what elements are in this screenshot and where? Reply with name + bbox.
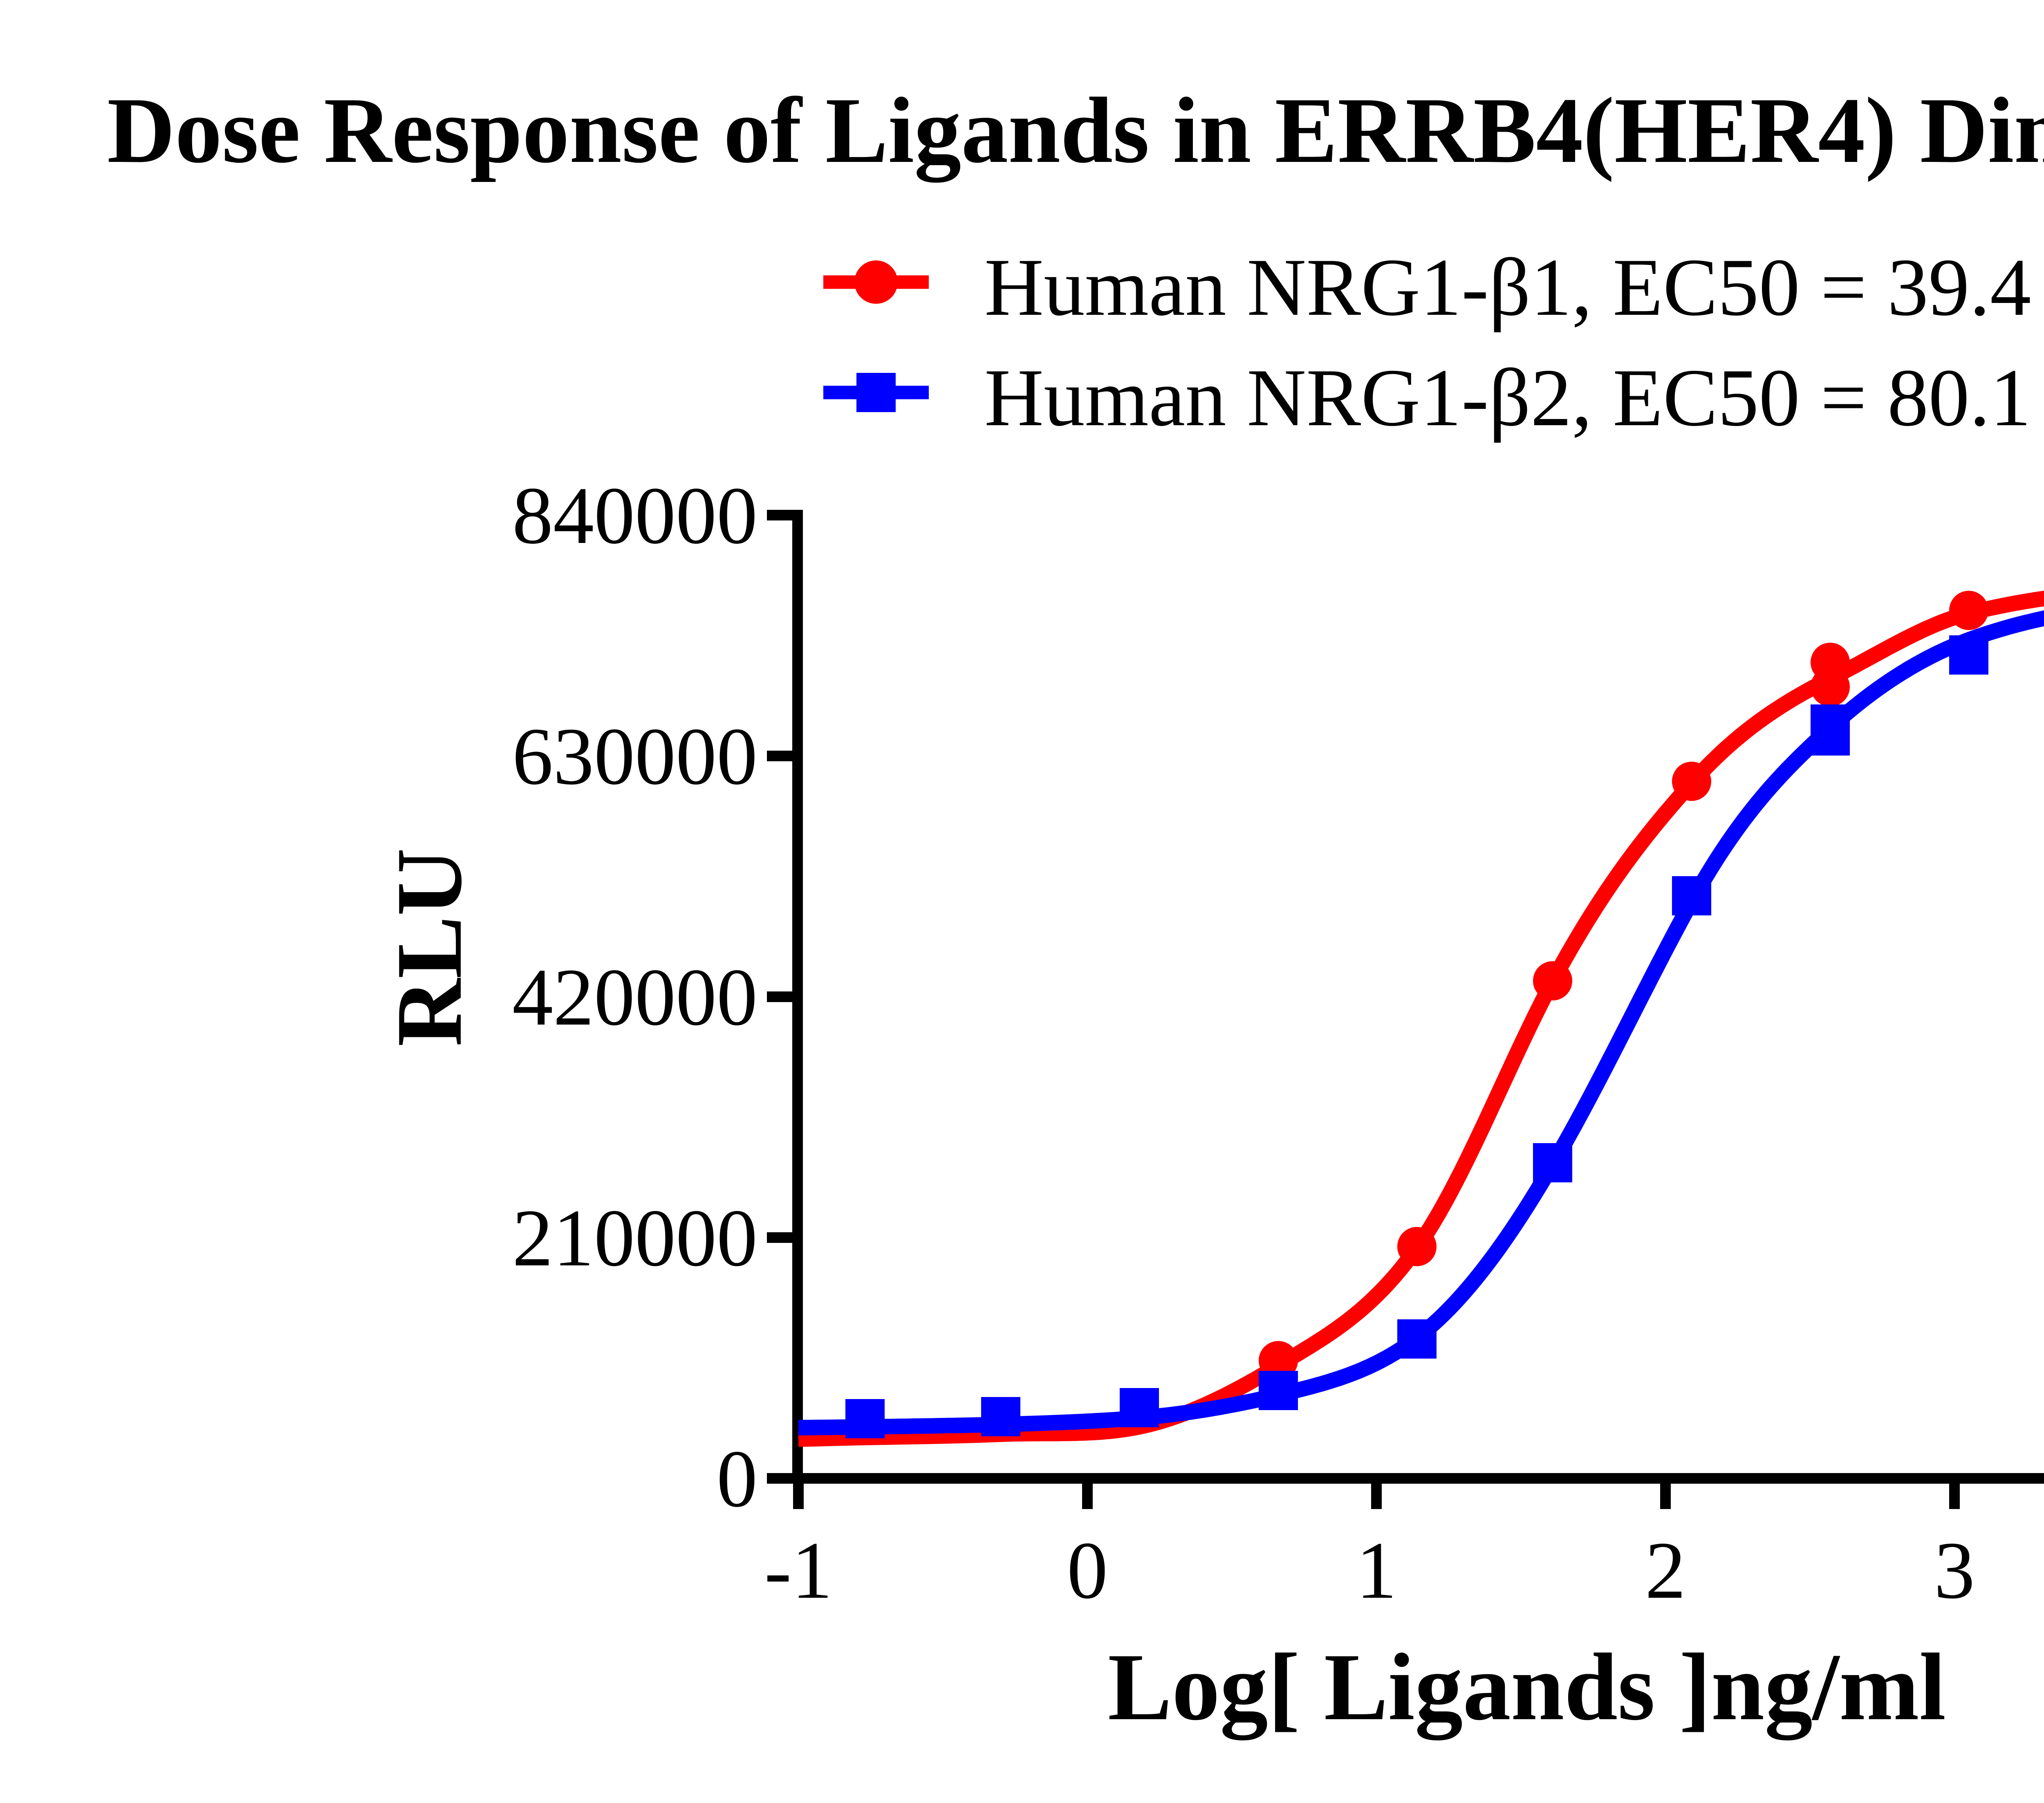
svg-text:-1: -1	[764, 1525, 833, 1616]
svg-text:Log[ Ligands ]ng/ml: Log[ Ligands ]ng/ml	[1108, 1634, 1946, 1740]
svg-text:630000: 630000	[512, 711, 758, 802]
svg-text:RLU: RLU	[377, 848, 481, 1047]
svg-text:2: 2	[1645, 1525, 1686, 1616]
svg-text:0: 0	[1067, 1525, 1108, 1616]
svg-text:840000: 840000	[512, 471, 758, 561]
svg-text:1: 1	[1356, 1525, 1397, 1616]
svg-text:3: 3	[1934, 1525, 1975, 1616]
svg-text:Human NRG1-β2, EC50 = 80.1 ng/: Human NRG1-β2, EC50 = 80.1 ng/ml	[984, 352, 2044, 443]
svg-text:Human NRG1-β1, EC50 = 39.4 ng/: Human NRG1-β1, EC50 = 39.4 ng/ml	[984, 242, 2044, 333]
svg-text:0: 0	[717, 1434, 758, 1524]
svg-text:210000: 210000	[512, 1193, 758, 1283]
svg-text:420000: 420000	[512, 952, 758, 1043]
